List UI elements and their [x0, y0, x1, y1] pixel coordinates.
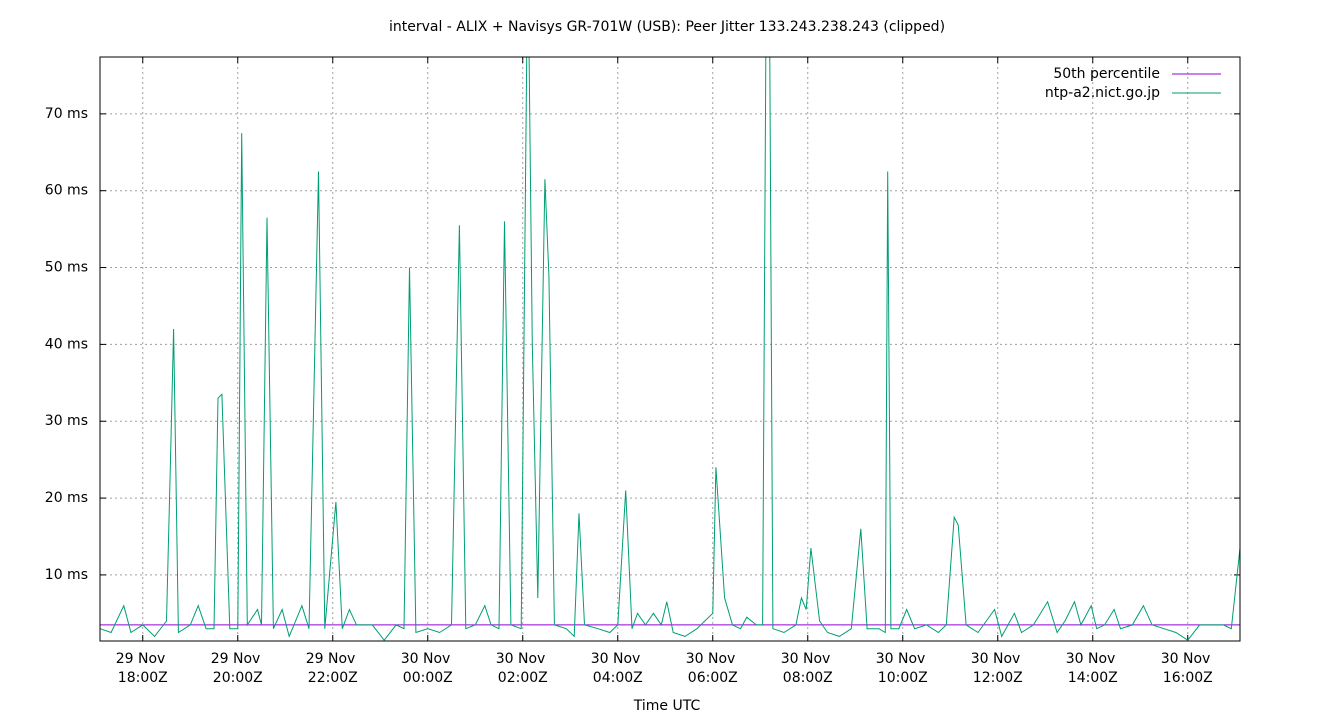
- x-tick-date: 30 Nov: [591, 651, 645, 667]
- x-tick-date: 29 Nov: [306, 651, 360, 667]
- x-tick-time: 08:00Z: [783, 670, 833, 686]
- x-tick-label: 30 Nov 08:00Z: [781, 651, 835, 686]
- legend-label: ntp-a2.nict.go.jp: [1045, 85, 1160, 101]
- x-tick-label: 29 Nov 18:00Z: [116, 651, 170, 686]
- x-tick-date: 30 Nov: [1161, 651, 1215, 667]
- x-tick-time: 00:00Z: [403, 670, 453, 686]
- x-tick-label: 29 Nov 20:00Z: [211, 651, 265, 686]
- chart-title: interval - ALIX + Navisys GR-701W (USB):…: [389, 19, 945, 35]
- y-tick-label: 40 ms: [45, 336, 88, 352]
- y-tick-label: 10 ms: [45, 567, 88, 583]
- x-tick-date: 30 Nov: [781, 651, 835, 667]
- x-tick-time: 20:00Z: [213, 670, 263, 686]
- x-tick-time: 06:00Z: [688, 670, 738, 686]
- x-tick-time: 14:00Z: [1068, 670, 1118, 686]
- x-tick-label: 30 Nov 16:00Z: [1161, 651, 1215, 686]
- y-tick-label: 60 ms: [45, 183, 88, 199]
- x-tick-time: 04:00Z: [593, 670, 643, 686]
- x-tick-date: 30 Nov: [876, 651, 930, 667]
- x-tick-label: 30 Nov 06:00Z: [686, 651, 740, 686]
- x-tick-label: 30 Nov 02:00Z: [496, 651, 550, 686]
- x-tick-date: 30 Nov: [401, 651, 455, 667]
- x-axis-label: Time UTC: [633, 698, 701, 714]
- x-tick-label: 30 Nov 04:00Z: [591, 651, 645, 686]
- x-tick-time: 16:00Z: [1163, 670, 1213, 686]
- x-tick-label: 30 Nov 10:00Z: [876, 651, 930, 686]
- x-tick-date: 30 Nov: [686, 651, 740, 667]
- y-tick-label: 20 ms: [45, 490, 88, 506]
- legend-label: 50th percentile: [1053, 66, 1160, 82]
- x-tick-label: 29 Nov 22:00Z: [306, 651, 360, 686]
- x-tick-label: 30 Nov 00:00Z: [401, 651, 455, 686]
- x-tick-label: 30 Nov 14:00Z: [1066, 651, 1120, 686]
- x-tick-time: 02:00Z: [498, 670, 548, 686]
- y-tick-label: 70 ms: [45, 106, 88, 122]
- x-tick-date: 30 Nov: [1066, 651, 1120, 667]
- x-tick-date: 29 Nov: [211, 651, 265, 667]
- plot-border: [99, 56, 1241, 642]
- y-tick-label: 30 ms: [45, 413, 88, 429]
- x-tick-time: 12:00Z: [973, 670, 1023, 686]
- x-tick-label: 30 Nov 12:00Z: [971, 651, 1025, 686]
- x-tick-time: 22:00Z: [308, 670, 358, 686]
- x-tick-time: 10:00Z: [878, 670, 928, 686]
- y-tick-label: 50 ms: [45, 260, 88, 276]
- x-tick-date: 29 Nov: [116, 651, 170, 667]
- x-tick-date: 30 Nov: [496, 651, 550, 667]
- x-tick-time: 18:00Z: [118, 670, 168, 686]
- data-line: [99, 56, 1241, 642]
- x-tick-date: 30 Nov: [971, 651, 1025, 667]
